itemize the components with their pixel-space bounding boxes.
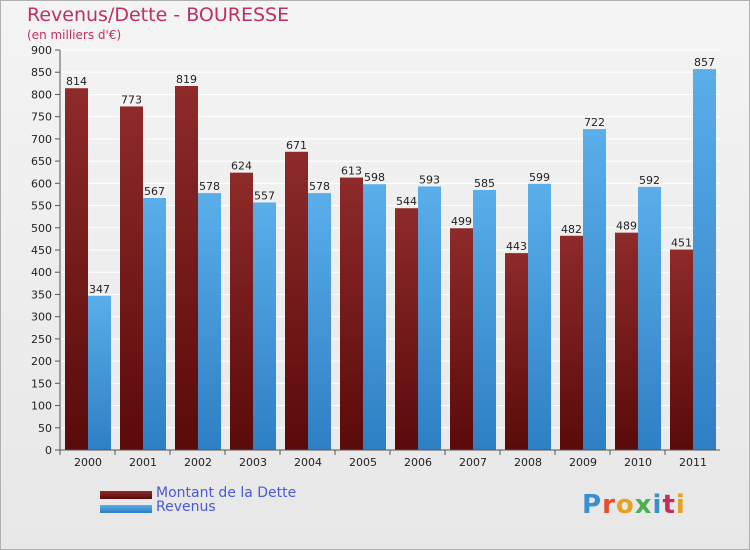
bar-revenue (143, 198, 166, 450)
x-tick-label: 2003 (239, 456, 267, 469)
bar-revenue (528, 183, 551, 450)
y-tick-label: 150 (31, 377, 52, 390)
data-label-revenue: 347 (89, 283, 110, 296)
proxiti-logo: Proxiti (582, 490, 686, 520)
y-tick-label: 700 (31, 133, 52, 146)
data-label-revenue: 593 (419, 173, 440, 186)
y-tick-label: 0 (45, 444, 52, 457)
legend-label-debt: Montant de la Dette (156, 485, 297, 501)
bar-debt (670, 249, 693, 450)
x-tick-label: 2002 (184, 456, 212, 469)
bar-debt (175, 86, 198, 450)
y-tick-label: 550 (31, 200, 52, 213)
bars (65, 69, 716, 451)
y-tick-label: 100 (31, 400, 52, 413)
y-tick-label: 250 (31, 333, 52, 346)
data-label-debt: 443 (506, 240, 527, 253)
data-label-revenue: 598 (364, 171, 385, 184)
y-tick-label: 500 (31, 222, 52, 235)
y-tick-label: 850 (31, 66, 52, 79)
y-tick-label: 600 (31, 177, 52, 190)
bar-revenue (693, 69, 716, 450)
data-label-revenue: 578 (309, 180, 330, 193)
bar-revenue (638, 186, 661, 450)
bar-revenue (418, 186, 441, 450)
bar-revenue (198, 193, 221, 450)
data-label-debt: 544 (396, 195, 417, 208)
data-label-debt: 451 (671, 237, 692, 250)
data-label-revenue: 599 (529, 171, 550, 184)
x-tick-label: 2009 (569, 456, 597, 469)
y-tick-label: 400 (31, 266, 52, 279)
x-tick-label: 2000 (74, 456, 102, 469)
bar-debt (560, 235, 583, 450)
bar-revenue (583, 129, 606, 450)
bar-debt (395, 208, 418, 450)
bar-revenue (363, 184, 386, 450)
legend-swatch-revenue (100, 505, 152, 513)
bar-revenue (88, 295, 111, 450)
x-tick-label: 2010 (624, 456, 652, 469)
chart-title: Revenus/Dette - BOURESSE (27, 4, 290, 26)
x-tick-label: 2006 (404, 456, 432, 469)
data-label-debt: 489 (616, 220, 637, 233)
bar-debt (285, 151, 308, 450)
y-tick-label: 50 (38, 422, 52, 435)
data-label-revenue: 592 (639, 174, 660, 187)
bar-revenue (308, 193, 331, 450)
chart-subtitle: (en milliers d'€) (27, 28, 122, 42)
data-label-debt: 624 (231, 160, 252, 173)
x-tick-label: 2011 (679, 456, 707, 469)
x-tick-label: 2008 (514, 456, 542, 469)
data-label-debt: 814 (66, 75, 87, 88)
data-label-debt: 819 (176, 73, 197, 86)
x-tick-label: 2007 (459, 456, 487, 469)
axes: 0 50 100 150 200 250 300 350 400 450 500 550 600 650 7… (31, 44, 720, 469)
y-tick-label: 200 (31, 355, 52, 368)
bar-debt (120, 106, 143, 450)
data-label-debt: 499 (451, 215, 472, 228)
bar-debt (65, 88, 88, 450)
x-tick-label: 2005 (349, 456, 377, 469)
data-label-revenue: 557 (254, 189, 275, 202)
bar-revenue (473, 190, 496, 450)
data-label-revenue: 857 (694, 56, 715, 69)
bar-revenue (253, 202, 276, 450)
data-label-debt: 482 (561, 223, 582, 236)
x-tick-label: 2001 (129, 456, 157, 469)
y-tick-label: 800 (31, 88, 52, 101)
data-label-debt: 773 (121, 93, 142, 106)
bar-debt (615, 232, 638, 450)
bar-debt (230, 172, 253, 450)
y-tick-label: 300 (31, 311, 52, 324)
bar-chart: 8143477735678195786245576715786135985445… (31, 44, 720, 469)
y-tick-label: 350 (31, 288, 52, 301)
data-labels: 8143477735678195786245576715786135985445… (66, 56, 715, 296)
data-label-revenue: 578 (199, 180, 220, 193)
data-label-revenue: 585 (474, 177, 495, 190)
y-tick-label: 750 (31, 111, 52, 124)
bar-debt (450, 228, 473, 450)
bar-debt (505, 253, 528, 450)
data-label-revenue: 722 (584, 116, 605, 129)
legend-swatch-debt (100, 491, 152, 499)
data-label-revenue: 567 (144, 185, 165, 198)
bar-debt (340, 177, 363, 451)
y-tick-label: 900 (31, 44, 52, 57)
grid-lines (60, 49, 720, 451)
data-label-debt: 671 (286, 139, 307, 152)
y-tick-label: 450 (31, 244, 52, 257)
legend-label-revenue: Revenus (156, 499, 216, 515)
data-label-debt: 613 (341, 165, 362, 178)
x-tick-label: 2004 (294, 456, 322, 469)
y-tick-label: 650 (31, 155, 52, 168)
